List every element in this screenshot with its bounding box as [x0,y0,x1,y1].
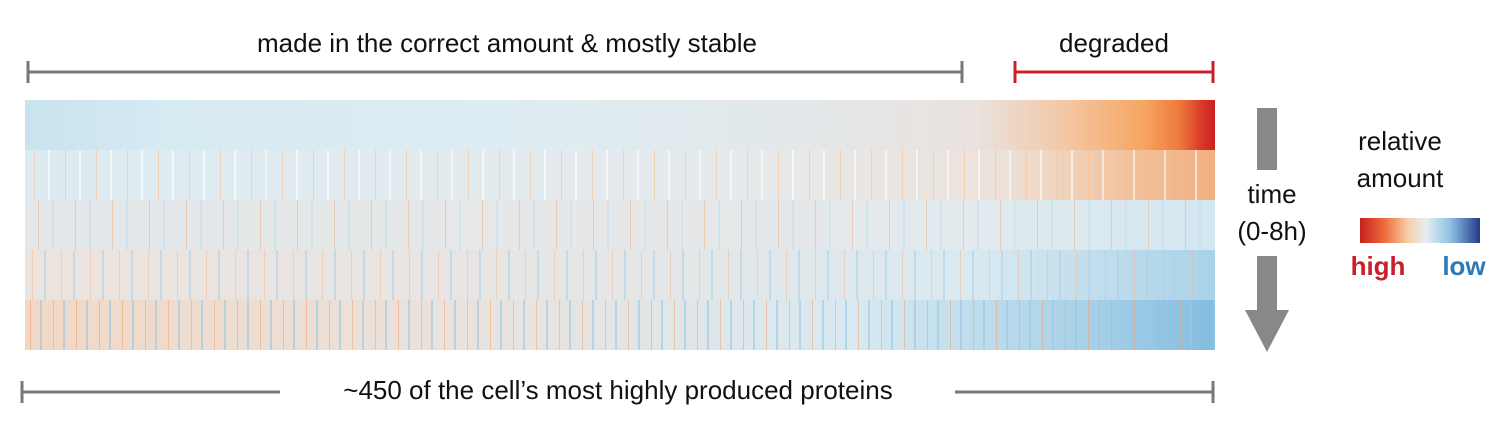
time-label: time [1247,179,1296,209]
legend-title: amount [1357,163,1444,193]
time-arrow-head [1245,310,1289,352]
proteins-bracket [20,381,1215,403]
heatmap-row [25,150,1215,200]
proteins-label: ~450 of the cell’s most highly produced … [343,375,892,405]
heatmap-row [25,100,1215,150]
stable-bracket [26,61,964,83]
time-arrow-shaft [1257,256,1277,312]
legend-high: high [1351,251,1406,281]
heatmap-row [25,200,1215,250]
legend-title: relative [1358,126,1442,156]
legend-low: low [1442,251,1486,281]
degraded-bracket [1013,61,1215,83]
color-bar [1360,218,1480,243]
heatmap-row [25,300,1215,350]
time-range: (0-8h) [1237,216,1306,246]
stable-label: made in the correct amount & mostly stab… [257,28,757,58]
heatmap-row [25,250,1215,300]
time-arrow-top [1257,108,1277,170]
degraded-label: degraded [1059,28,1169,58]
